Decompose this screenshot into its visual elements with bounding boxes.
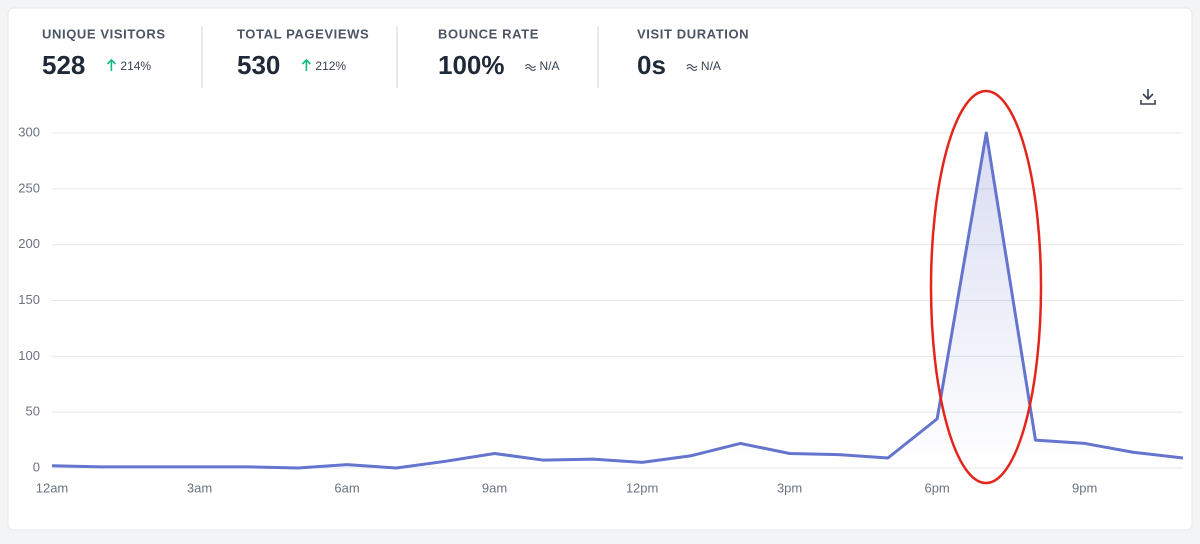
y-tick-label: 150 [18, 292, 40, 307]
highlight-ellipse [929, 89, 1043, 485]
x-tick-label: 9pm [1072, 480, 1097, 495]
x-tick-label: 12am [36, 480, 69, 495]
y-tick-label: 200 [18, 236, 40, 251]
up-arrow-icon [106, 58, 116, 71]
x-tick-label: 6am [334, 480, 359, 495]
y-tick-label: 300 [18, 124, 40, 139]
neutral-icon [686, 63, 698, 72]
stat-label: BOUNCE RATE [438, 26, 539, 41]
x-tick-label: 9am [482, 480, 507, 495]
stat-label: UNIQUE VISITORS [42, 26, 166, 41]
stat-change: N/A [701, 59, 721, 73]
stats: UNIQUE VISITORS 528 214% TOTAL PAGEVIEWS 530… [42, 26, 749, 88]
stat-change: N/A [540, 59, 560, 73]
y-tick-label: 50 [26, 404, 40, 419]
download-button[interactable] [1140, 89, 1156, 105]
x-tick-label: 6pm [924, 480, 949, 495]
stat-value: 528 [42, 50, 85, 80]
y-tick-label: 250 [18, 180, 40, 195]
stat-value: 100% [438, 50, 505, 80]
stat-change: 212% [315, 59, 346, 73]
neutral-icon [525, 63, 536, 72]
up-arrow-icon [301, 58, 311, 71]
x-tick-label: 3pm [777, 480, 802, 495]
stat-label: VISIT DURATION [637, 26, 749, 41]
stat-label: TOTAL PAGEVIEWS [237, 26, 369, 41]
stat-value: 0s [637, 50, 666, 80]
y-tick-label: 0 [33, 459, 40, 474]
chart: 0 50 100 150 200 250 300 12am 3am 6am 9am 12pm 3pm 6p… [18, 124, 1184, 495]
stat-change: 214% [120, 59, 151, 73]
y-tick-label: 100 [18, 348, 40, 363]
line [51, 131, 1184, 470]
card [7, 7, 1193, 531]
x-tick-label: 3am [187, 480, 212, 495]
stat-value: 530 [237, 50, 280, 80]
x-tick-label: 12pm [626, 480, 659, 495]
